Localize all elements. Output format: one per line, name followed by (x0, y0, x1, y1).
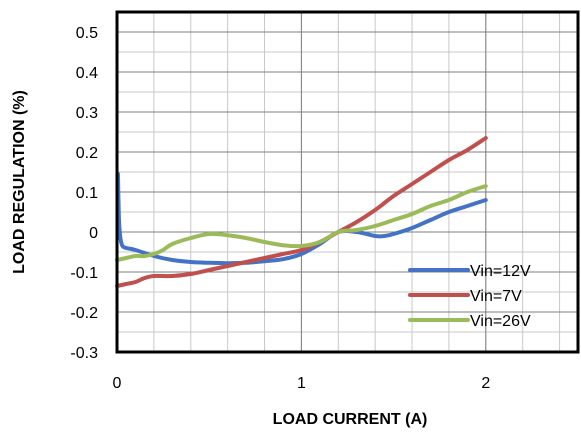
series-line-2 (115, 136, 488, 288)
y-axis-tick-labels: 0.5 0.4 0.3 0.2 0.1 0 -0.1 -0.2 -0.3 (70, 25, 98, 362)
y-tick-label: -0.2 (70, 305, 98, 322)
y-tick-label: 0.5 (76, 25, 98, 42)
x-tick-label: 2 (481, 375, 490, 392)
x-axis-title: LOAD CURRENT (A) (273, 411, 428, 428)
legend-label-3: Vin=26V (470, 313, 531, 330)
y-axis-title: LOAD REGULATION (%) (11, 90, 28, 274)
legend-label-2: Vin=7V (470, 288, 522, 305)
y-tick-label: 0 (89, 225, 98, 242)
y-tick-label: -0.3 (70, 345, 98, 362)
y-tick-label: 0.2 (76, 145, 98, 162)
series-lines (115, 136, 488, 288)
x-axis-tick-labels: 0 1 2 (113, 375, 491, 392)
y-tick-label: 0.4 (76, 65, 98, 82)
y-tick-label: -0.1 (70, 265, 98, 282)
legend: Vin=12V Vin=7V Vin=26V (408, 263, 531, 330)
series-line-3 (115, 184, 488, 262)
x-tick-label: 0 (113, 375, 122, 392)
x-tick-label: 1 (297, 375, 306, 392)
plot-area-border (115, 10, 580, 354)
series-line-1 (115, 172, 488, 266)
y-tick-label: 0.1 (76, 185, 98, 202)
y-tick-label: 0.3 (76, 105, 98, 122)
legend-label-1: Vin=12V (470, 263, 531, 280)
